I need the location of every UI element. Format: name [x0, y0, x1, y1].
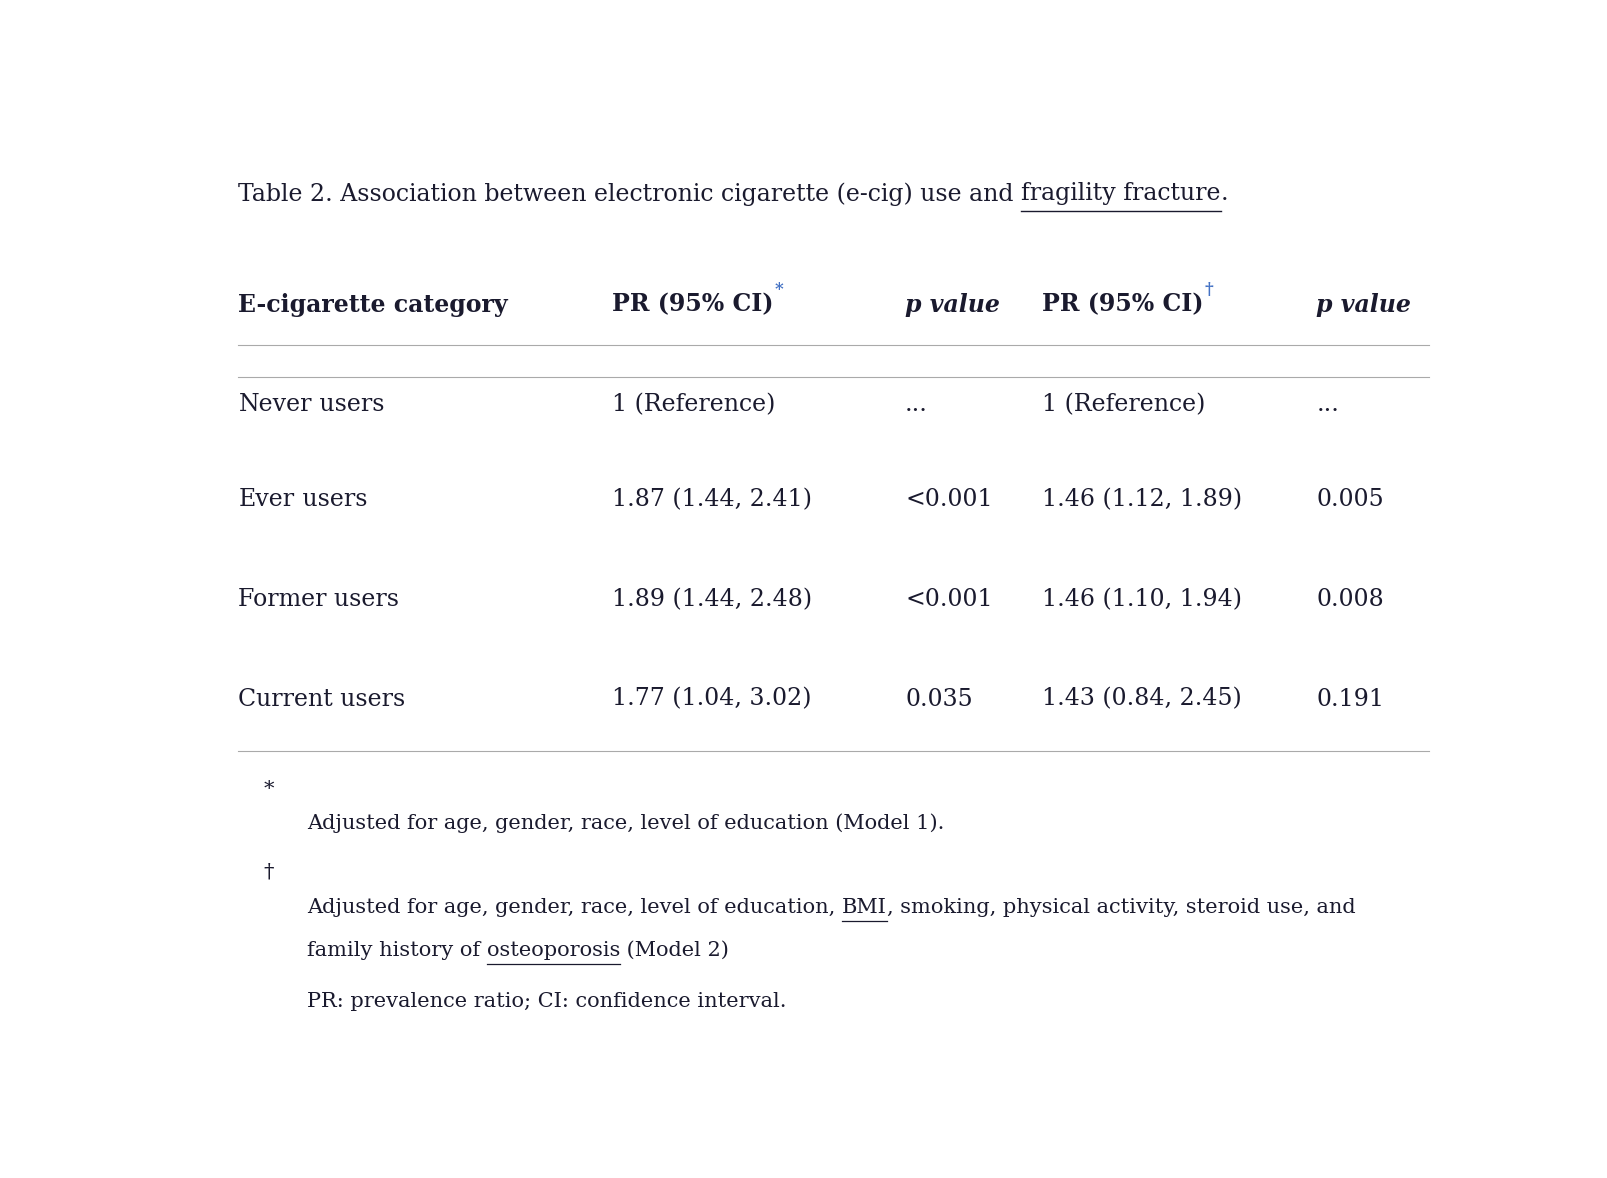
Text: PR (95% CI): PR (95% CI): [1041, 292, 1204, 317]
Text: Ever: Ever: [238, 488, 294, 511]
Text: 1.46 (1.12, 1.89): 1.46 (1.12, 1.89): [1041, 488, 1242, 511]
Text: Adjusted for age, gender, race, level of education (Model 1).: Adjusted for age, gender, race, level of…: [307, 814, 943, 833]
Text: 0.008: 0.008: [1316, 588, 1384, 611]
FancyBboxPatch shape: [0, 1164, 5, 1178]
Text: p value: p value: [1316, 292, 1411, 317]
Text: fragility fracture: fragility fracture: [1020, 183, 1220, 205]
Text: Former users: Former users: [238, 588, 399, 611]
Text: 1.46 (1.10, 1.94): 1.46 (1.10, 1.94): [1041, 588, 1242, 611]
Text: Table 2. Association between electronic cigarette (e-cig) use and: Table 2. Association between electronic …: [238, 183, 1020, 206]
Text: <0.001: <0.001: [905, 588, 992, 611]
Text: 1.77 (1.04, 3.02): 1.77 (1.04, 3.02): [612, 688, 812, 710]
Text: 1.43 (0.84, 2.45): 1.43 (0.84, 2.45): [1041, 688, 1241, 710]
Text: PR: prevalence ratio; CI: confidence interval.: PR: prevalence ratio; CI: confidence int…: [307, 992, 786, 1011]
Text: users: users: [294, 488, 366, 511]
Text: 0.005: 0.005: [1316, 488, 1384, 511]
Text: p value: p value: [905, 292, 1000, 317]
Text: Never: Never: [238, 393, 312, 416]
Text: Adjusted for age, gender, race, level of education,: Adjusted for age, gender, race, level of…: [307, 899, 842, 918]
Text: ...: ...: [1316, 393, 1339, 416]
Text: (Model 2): (Model 2): [620, 941, 728, 960]
Text: 1.87 (1.44, 2.41): 1.87 (1.44, 2.41): [612, 488, 812, 511]
Text: †: †: [264, 862, 273, 881]
Text: ...: ...: [905, 393, 927, 416]
Text: *: *: [264, 780, 273, 800]
Text: users: users: [312, 393, 384, 416]
Text: osteoporosis: osteoporosis: [487, 941, 620, 960]
Text: BMI: BMI: [842, 899, 885, 918]
Text: 0.191: 0.191: [1316, 688, 1384, 710]
Text: <0.001: <0.001: [905, 488, 992, 511]
Text: 1.89 (1.44, 2.48): 1.89 (1.44, 2.48): [612, 588, 812, 611]
FancyBboxPatch shape: [0, 1164, 5, 1178]
Text: PR (95% CI): PR (95% CI): [612, 292, 773, 317]
Text: 1 (Reference): 1 (Reference): [612, 393, 775, 416]
Text: 0.035: 0.035: [905, 688, 972, 710]
Text: , smoking, physical activity, steroid use, and: , smoking, physical activity, steroid us…: [885, 899, 1355, 918]
Text: E-cigarette category: E-cigarette category: [238, 292, 508, 317]
Text: family history of: family history of: [307, 941, 487, 960]
Text: 1 (Reference): 1 (Reference): [1041, 393, 1205, 416]
Text: †: †: [1204, 280, 1213, 298]
Text: Current users: Current users: [238, 688, 405, 710]
Text: .: .: [1220, 183, 1228, 205]
Text: *: *: [775, 280, 783, 298]
